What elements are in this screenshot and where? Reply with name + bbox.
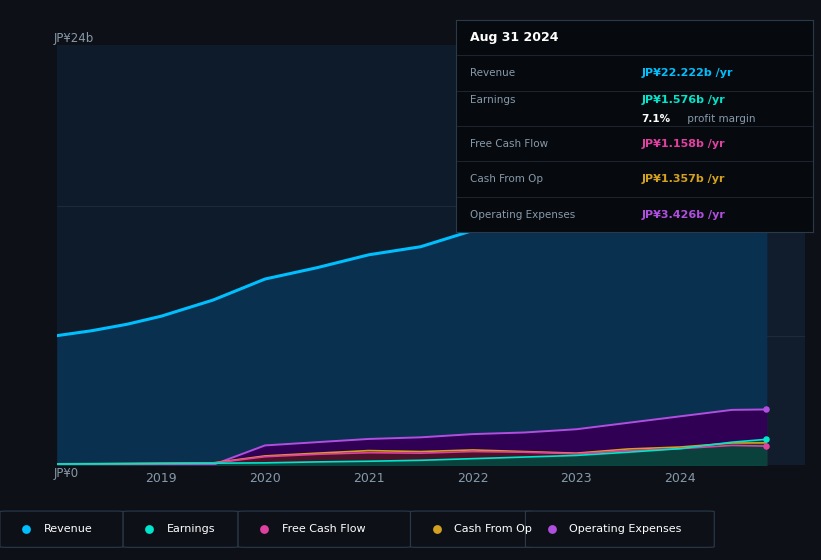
Point	[545, 525, 558, 534]
Text: JP¥1.576b /yr: JP¥1.576b /yr	[641, 95, 725, 105]
Text: 7.1%: 7.1%	[641, 114, 671, 124]
Text: JP¥1.357b /yr: JP¥1.357b /yr	[641, 174, 725, 184]
Text: Earnings: Earnings	[470, 95, 516, 105]
Text: JP¥1.158b /yr: JP¥1.158b /yr	[641, 139, 725, 149]
Text: JP¥0: JP¥0	[53, 467, 79, 480]
Text: Operating Expenses: Operating Expenses	[470, 209, 576, 220]
FancyBboxPatch shape	[0, 511, 123, 547]
Point	[759, 405, 773, 414]
Text: JP¥3.426b /yr: JP¥3.426b /yr	[641, 209, 725, 220]
Point	[143, 525, 156, 534]
Text: profit margin: profit margin	[684, 114, 755, 124]
Text: Aug 31 2024: Aug 31 2024	[470, 31, 558, 44]
Point	[759, 442, 773, 451]
Point	[759, 435, 773, 444]
Text: Earnings: Earnings	[167, 524, 215, 534]
Text: Operating Expenses: Operating Expenses	[569, 524, 681, 534]
Text: JP¥22.222b /yr: JP¥22.222b /yr	[641, 68, 733, 78]
Point	[258, 525, 271, 534]
Text: Cash From Op: Cash From Op	[470, 174, 543, 184]
Text: Revenue: Revenue	[470, 68, 515, 78]
FancyBboxPatch shape	[238, 511, 410, 547]
Point	[759, 101, 773, 110]
Point	[430, 525, 443, 534]
Text: JP¥24b: JP¥24b	[53, 32, 94, 45]
Text: Free Cash Flow: Free Cash Flow	[282, 524, 365, 534]
FancyBboxPatch shape	[123, 511, 238, 547]
FancyBboxPatch shape	[410, 511, 534, 547]
Text: Revenue: Revenue	[44, 524, 92, 534]
FancyBboxPatch shape	[525, 511, 714, 547]
Point	[20, 525, 33, 534]
Bar	[636, 45, 805, 465]
Text: Cash From Op: Cash From Op	[454, 524, 532, 534]
Text: Free Cash Flow: Free Cash Flow	[470, 139, 548, 149]
